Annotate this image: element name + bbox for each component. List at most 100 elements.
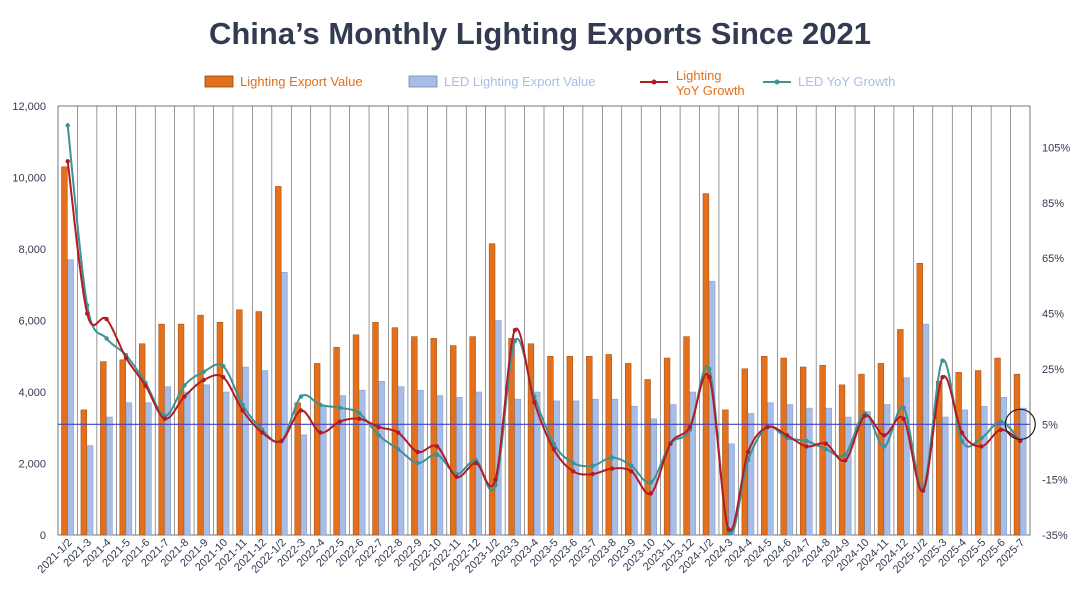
point-lighting-yoy <box>551 447 556 452</box>
legend-label-led-yoy: LED YoY Growth <box>798 74 895 89</box>
bar-led-value <box>1000 397 1007 536</box>
point-led-yoy <box>882 444 887 449</box>
bar-lighting-value <box>469 336 476 536</box>
point-led-yoy <box>609 455 615 460</box>
point-lighting-yoy <box>843 458 848 463</box>
bar-led-value <box>883 404 891 536</box>
point-lighting-yoy <box>707 375 712 380</box>
point-lighting-yoy <box>279 438 284 444</box>
bar-lighting-value <box>333 347 340 536</box>
bar-led-value <box>281 271 288 536</box>
bar-led-value <box>981 406 988 536</box>
bar-led-value <box>436 395 444 536</box>
right-tick-label: 65% <box>1042 253 1064 265</box>
point-lighting-yoy <box>629 469 634 474</box>
legend-label-lighting-yoy-line2: YoY Growth <box>676 83 745 98</box>
legend-swatch-lighting-value <box>204 75 234 88</box>
point-lighting-yoy <box>979 444 984 449</box>
point-lighting-yoy <box>221 375 226 380</box>
point-lighting-yoy <box>493 477 498 482</box>
bar-led-value <box>145 402 152 536</box>
point-lighting-yoy <box>687 424 692 430</box>
point-lighting-yoy <box>201 377 206 383</box>
point-led-yoy <box>940 358 945 363</box>
point-lighting-yoy <box>998 427 1004 433</box>
bar-lighting-value <box>236 309 243 536</box>
legend: Lighting Export Value LED Lighting Expor… <box>204 68 895 98</box>
right-tick-label: 25% <box>1042 364 1064 376</box>
right-tick-label: 5% <box>1042 419 1058 431</box>
bar-led-value <box>864 411 871 536</box>
bar-led-value <box>261 370 269 536</box>
bar-led-value <box>514 398 521 536</box>
point-lighting-yoy <box>668 441 673 446</box>
point-led-yoy <box>201 369 206 374</box>
point-led-yoy <box>298 394 304 399</box>
bar-lighting-value <box>352 334 360 536</box>
point-lighting-yoy <box>259 430 265 435</box>
point-lighting-yoy <box>65 159 70 164</box>
bar-lighting-value <box>780 357 787 536</box>
point-led-yoy <box>959 438 965 444</box>
bar-lighting-value <box>625 363 632 536</box>
point-lighting-yoy <box>357 416 362 421</box>
bar-lighting-value <box>761 356 768 536</box>
left-tick-label: 12,000 <box>12 101 46 113</box>
point-led-yoy <box>570 460 576 466</box>
bar-led-value <box>67 259 74 536</box>
point-lighting-yoy <box>940 375 945 380</box>
point-led-yoy <box>376 433 381 438</box>
point-lighting-yoy <box>434 444 440 449</box>
bar-led-value <box>650 418 658 536</box>
bar-led-value <box>378 381 385 536</box>
left-tick-label: 2,000 <box>18 459 46 471</box>
bar-led-value <box>242 366 249 536</box>
bar-lighting-value <box>508 338 515 536</box>
bar-lighting-value <box>936 381 943 536</box>
point-lighting-yoy <box>415 449 420 455</box>
bar-led-value <box>942 416 949 536</box>
bar-lighting-value <box>158 323 165 536</box>
bar-lighting-value <box>644 379 651 536</box>
point-lighting-yoy <box>745 449 751 455</box>
point-lighting-yoy <box>337 419 343 424</box>
point-lighting-yoy <box>784 433 790 438</box>
right-tick-label: 105% <box>1042 143 1070 155</box>
bar-led-value <box>320 406 327 536</box>
bar-lighting-value <box>605 354 612 536</box>
bar-lighting-value <box>100 361 107 536</box>
bar-lighting-value <box>1013 373 1021 536</box>
legend-swatch-led-value <box>408 75 438 88</box>
point-led-yoy <box>629 463 634 469</box>
point-lighting-yoy <box>162 416 168 421</box>
point-lighting-yoy <box>590 471 595 477</box>
bar-lighting-value <box>974 370 982 536</box>
point-led-yoy <box>318 402 323 408</box>
point-led-yoy <box>221 363 226 369</box>
bar-led-value <box>339 395 346 536</box>
bar-lighting-value <box>430 338 437 536</box>
bar-led-value <box>359 389 366 536</box>
bar-led-value <box>767 402 774 536</box>
point-led-yoy <box>415 460 420 466</box>
point-led-yoy <box>707 366 712 372</box>
point-led-yoy <box>240 402 245 408</box>
highlight-circle <box>1004 408 1036 440</box>
point-lighting-yoy <box>726 527 731 532</box>
right-tick-label: -15% <box>1042 475 1068 487</box>
bar-led-value <box>164 386 172 536</box>
point-led-yoy <box>396 447 401 452</box>
bar-lighting-value <box>450 345 457 536</box>
point-led-yoy <box>65 123 70 128</box>
point-lighting-yoy <box>920 488 926 493</box>
bar-led-value <box>825 407 832 536</box>
bar-led-value <box>1020 407 1027 536</box>
point-led-yoy <box>182 383 187 388</box>
bar-led-value <box>572 400 580 536</box>
bar-lighting-value <box>119 359 126 536</box>
bar-lighting-value <box>313 363 321 536</box>
bar-lighting-value <box>197 314 204 536</box>
bar-led-value <box>670 404 677 536</box>
plot-area <box>57 105 1036 536</box>
bar-lighting-value <box>177 323 185 536</box>
